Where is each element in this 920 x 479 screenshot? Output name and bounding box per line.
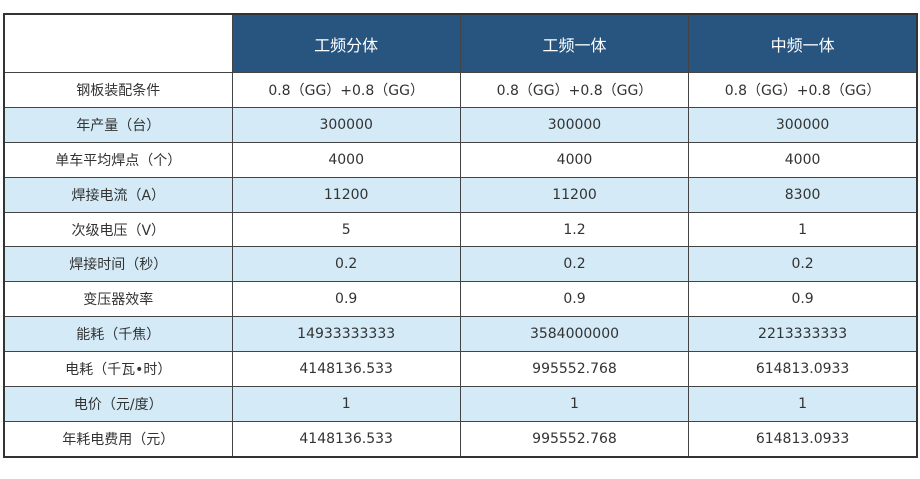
row-label: 能耗（千焦）: [3, 316, 233, 353]
table-cell: 1: [688, 211, 918, 248]
table-cell: 0.9: [459, 281, 690, 318]
table-cell: 2213333333: [688, 316, 918, 353]
table-cell: 4148136.533: [231, 420, 461, 458]
table-row: 年产量（台） 300000 300000 300000: [3, 106, 918, 143]
table-cell: 995552.768: [459, 420, 690, 458]
table-cell: 0.9: [688, 281, 918, 318]
table-row: 次级电压（V） 5 1.2 1: [3, 211, 918, 248]
table-row: 钢板装配条件 0.8（GG）+0.8（GG） 0.8（GG）+0.8（GG） 0.8（…: [3, 72, 918, 108]
table-cell: 1: [459, 386, 690, 422]
table-cell: 300000: [231, 106, 461, 143]
table-row: 年耗电费用（元） 4148136.533 995552.768 614813.0933: [3, 420, 918, 458]
table-cell: 0.2: [688, 246, 918, 283]
comparison-table: 工频分体 工频一体 中频一体 钢板装配条件 0.8（GG）+0.8（GG） 0.8（…: [3, 13, 918, 458]
row-label: 变压器效率: [3, 281, 233, 318]
table-row: 单车平均焊点（个） 4000 4000 4000: [3, 141, 918, 178]
row-label: 焊接时间（秒）: [3, 246, 233, 283]
table-cell: 11200: [459, 176, 690, 213]
table-cell: 1: [231, 386, 461, 422]
table-cell: 11200: [231, 176, 461, 213]
table-cell: 5: [231, 211, 461, 248]
row-label: 次级电压（V）: [3, 211, 233, 248]
header-cell: 工频分体: [231, 13, 461, 73]
table-row: 电耗（千瓦•时） 4148136.533 995552.768 614813.0933: [3, 351, 918, 388]
row-label: 焊接电流（A）: [3, 176, 233, 213]
table-cell: 0.2: [231, 246, 461, 283]
table-cell: 14933333333: [231, 316, 461, 353]
row-label: 钢板装配条件: [3, 72, 233, 108]
table-cell: 3584000000: [459, 316, 690, 353]
row-label: 电价（元/度）: [3, 386, 233, 422]
table-cell: 0.8（GG）+0.8（GG）: [688, 72, 918, 108]
header-row: 工频分体 工频一体 中频一体: [3, 13, 918, 73]
table-cell: 4000: [688, 141, 918, 178]
table-cell: 1: [688, 386, 918, 422]
row-label: 年耗电费用（元）: [3, 420, 233, 458]
table-cell: 4148136.533: [231, 351, 461, 388]
table-cell: 4000: [231, 141, 461, 178]
table-cell: 300000: [459, 106, 690, 143]
table-cell: 614813.0933: [688, 351, 918, 388]
table-cell: 0.8（GG）+0.8（GG）: [231, 72, 461, 108]
table-row: 焊接时间（秒） 0.2 0.2 0.2: [3, 246, 918, 283]
table-row: 变压器效率 0.9 0.9 0.9: [3, 281, 918, 318]
header-cell: 工频一体: [459, 13, 690, 73]
table-cell: 4000: [459, 141, 690, 178]
table-cell: 614813.0933: [688, 420, 918, 458]
table-cell: 300000: [688, 106, 918, 143]
row-label: 年产量（台）: [3, 106, 233, 143]
table-cell: 0.2: [459, 246, 690, 283]
header-corner: [3, 13, 233, 73]
table-cell: 1.2: [459, 211, 690, 248]
table-row: 能耗（千焦） 14933333333 3584000000 2213333333: [3, 316, 918, 353]
row-label: 单车平均焊点（个）: [3, 141, 233, 178]
header-cell: 中频一体: [688, 13, 918, 73]
table-cell: 0.8（GG）+0.8（GG）: [459, 72, 690, 108]
table-cell: 8300: [688, 176, 918, 213]
table-row: 焊接电流（A） 11200 11200 8300: [3, 176, 918, 213]
table-row: 电价（元/度） 1 1 1: [3, 386, 918, 422]
row-label: 电耗（千瓦•时）: [3, 351, 233, 388]
table-cell: 0.9: [231, 281, 461, 318]
table-cell: 995552.768: [459, 351, 690, 388]
